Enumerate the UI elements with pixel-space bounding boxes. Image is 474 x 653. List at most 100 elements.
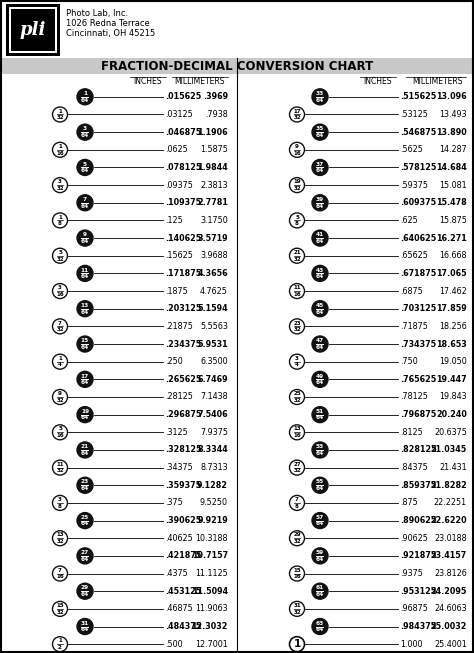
- Text: .28125: .28125: [165, 392, 193, 402]
- Text: 11: 11: [81, 268, 89, 272]
- Text: 64: 64: [81, 239, 89, 244]
- Text: 6.7469: 6.7469: [197, 375, 228, 384]
- Text: .890625: .890625: [400, 516, 437, 525]
- Text: .390625: .390625: [165, 516, 201, 525]
- Text: MILLIMETERS: MILLIMETERS: [175, 77, 225, 86]
- Text: 5.1594: 5.1594: [197, 304, 228, 313]
- Text: 64: 64: [81, 380, 89, 385]
- Text: 5: 5: [58, 426, 62, 432]
- Text: 35: 35: [316, 126, 324, 131]
- Text: 64: 64: [316, 380, 324, 385]
- Text: 10.3188: 10.3188: [195, 534, 228, 543]
- Text: 15: 15: [56, 603, 64, 608]
- Text: 16.271: 16.271: [436, 234, 467, 242]
- Text: 13.096: 13.096: [437, 92, 467, 101]
- Text: 15.478: 15.478: [436, 199, 467, 207]
- Text: 8: 8: [58, 221, 62, 226]
- Text: 64: 64: [81, 310, 89, 315]
- Circle shape: [53, 531, 67, 546]
- Text: 20.240: 20.240: [436, 410, 467, 419]
- Circle shape: [53, 566, 67, 581]
- Text: .078125: .078125: [165, 163, 201, 172]
- Text: .984375: .984375: [400, 622, 436, 631]
- Circle shape: [53, 107, 67, 122]
- Text: .750: .750: [400, 357, 418, 366]
- Circle shape: [53, 248, 67, 263]
- Circle shape: [312, 89, 328, 105]
- Text: .796875: .796875: [400, 410, 436, 419]
- Text: 64: 64: [316, 486, 324, 491]
- Text: 45: 45: [316, 303, 324, 308]
- Text: .65625: .65625: [400, 251, 428, 261]
- Circle shape: [290, 213, 304, 228]
- Text: 1: 1: [58, 639, 62, 643]
- Text: 64: 64: [316, 239, 324, 244]
- Text: .828125: .828125: [400, 445, 437, 454]
- Text: 2.3813: 2.3813: [201, 181, 228, 189]
- Circle shape: [77, 124, 93, 140]
- Text: 18.256: 18.256: [439, 322, 467, 331]
- Text: .859375: .859375: [400, 481, 436, 490]
- Text: 32: 32: [56, 398, 64, 403]
- Text: 9.9219: 9.9219: [197, 516, 228, 525]
- Text: 8: 8: [58, 503, 62, 509]
- Text: 15: 15: [81, 338, 89, 343]
- Circle shape: [53, 178, 67, 193]
- Circle shape: [290, 142, 304, 157]
- Text: 3: 3: [295, 356, 299, 361]
- Text: .3125: .3125: [165, 428, 188, 437]
- Text: 32: 32: [56, 539, 64, 544]
- Text: .953125: .953125: [400, 586, 436, 596]
- Text: 32: 32: [56, 327, 64, 332]
- Circle shape: [77, 583, 93, 599]
- Text: 18.653: 18.653: [436, 340, 467, 349]
- Text: .53125: .53125: [400, 110, 428, 119]
- Text: .21875: .21875: [165, 322, 193, 331]
- Text: 1026 Redna Terrace: 1026 Redna Terrace: [66, 19, 150, 28]
- Text: 29: 29: [81, 585, 89, 590]
- Text: .140625: .140625: [165, 234, 201, 242]
- Circle shape: [77, 372, 93, 387]
- Text: 17.859: 17.859: [436, 304, 467, 313]
- Text: 32: 32: [293, 257, 301, 262]
- Text: 15: 15: [293, 567, 301, 573]
- Circle shape: [312, 336, 328, 352]
- Text: .109375: .109375: [165, 199, 201, 207]
- Text: 64: 64: [81, 486, 89, 491]
- Text: 47: 47: [316, 338, 324, 343]
- Text: .09375: .09375: [165, 181, 193, 189]
- Text: 37: 37: [316, 162, 324, 167]
- Text: 17.462: 17.462: [439, 287, 467, 296]
- Text: 13.493: 13.493: [439, 110, 467, 119]
- Text: 16: 16: [56, 575, 64, 579]
- Text: 11.1125: 11.1125: [195, 569, 228, 578]
- Text: 17.065: 17.065: [437, 269, 467, 278]
- Text: .4375: .4375: [165, 569, 188, 578]
- Text: 64: 64: [316, 345, 324, 350]
- Text: 19.843: 19.843: [439, 392, 467, 402]
- Text: .8125: .8125: [400, 428, 423, 437]
- Text: 16: 16: [56, 433, 64, 438]
- Text: .203125: .203125: [165, 304, 201, 313]
- Text: 16: 16: [56, 151, 64, 155]
- Text: MILLIMETERS: MILLIMETERS: [413, 77, 463, 86]
- Text: 13: 13: [56, 532, 64, 537]
- Text: 15.875: 15.875: [439, 216, 467, 225]
- Circle shape: [77, 195, 93, 211]
- Text: .46875: .46875: [165, 605, 193, 613]
- Text: .1875: .1875: [165, 287, 188, 296]
- Text: 64: 64: [81, 274, 89, 279]
- Text: 24.6063: 24.6063: [434, 605, 467, 613]
- Circle shape: [53, 283, 67, 298]
- Circle shape: [53, 213, 67, 228]
- Circle shape: [77, 230, 93, 246]
- Text: 32: 32: [56, 186, 64, 191]
- Text: 64: 64: [81, 204, 89, 208]
- Text: .875: .875: [400, 498, 418, 507]
- Text: .78125: .78125: [400, 392, 428, 402]
- Text: .421875: .421875: [165, 551, 201, 560]
- Text: 23: 23: [81, 479, 89, 485]
- Text: 32: 32: [293, 116, 301, 120]
- Text: 8: 8: [295, 503, 299, 509]
- Text: 64: 64: [316, 592, 324, 597]
